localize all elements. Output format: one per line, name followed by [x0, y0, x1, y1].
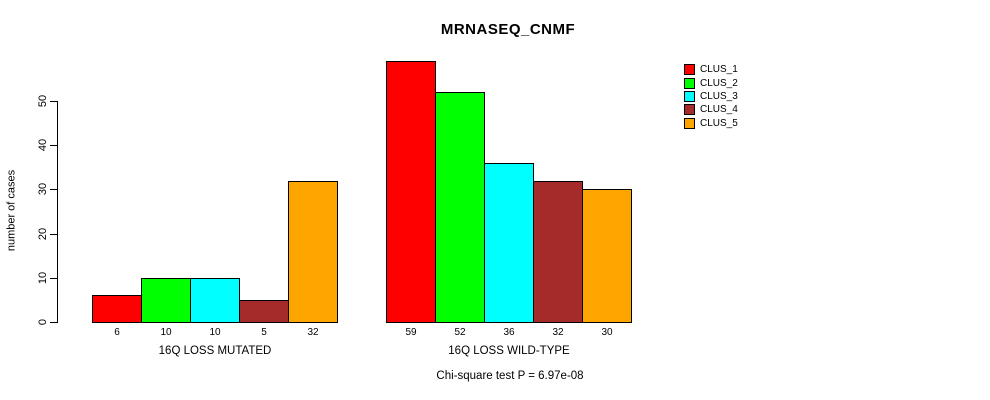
- bar-value-label: 10: [160, 327, 172, 338]
- bar-value-label: 59: [405, 327, 417, 338]
- y-tick-mark: [50, 322, 57, 323]
- bar-clus_2-group2: [435, 92, 485, 323]
- legend-item-clus_2: CLUS_2: [684, 76, 738, 89]
- y-tick-mark: [50, 189, 57, 190]
- bar-clus_1-group2: [386, 61, 436, 323]
- y-tick-mark: [50, 101, 57, 102]
- bar-clus_1-group1: [92, 295, 142, 323]
- bar-value-label: 32: [307, 327, 319, 338]
- y-tick-label: 0: [37, 318, 49, 326]
- bar-clus_4-group2: [533, 181, 583, 323]
- legend-item-clus_5: CLUS_5: [684, 117, 738, 130]
- chart-title: MRNASEQ_CNMF: [440, 21, 576, 38]
- legend-item-clus_3: CLUS_3: [684, 90, 738, 103]
- bar-value-label: 30: [601, 327, 613, 338]
- legend: CLUS_1 CLUS_2 CLUS_3 CLUS_4 CLUS_5: [684, 63, 738, 130]
- y-axis-line: [57, 101, 58, 323]
- bar-clus_3-group2: [484, 163, 534, 323]
- y-tick-label: 50: [37, 94, 49, 108]
- y-tick-mark: [50, 278, 57, 279]
- legend-label: CLUS_5: [700, 117, 738, 129]
- legend-swatch-icon: [684, 64, 695, 76]
- bar-clus_5-group2: [582, 189, 632, 323]
- legend-swatch-icon: [684, 77, 695, 89]
- bar-value-label: 36: [503, 327, 515, 338]
- legend-swatch-icon: [684, 104, 695, 116]
- legend-label: CLUS_1: [700, 64, 738, 76]
- bar-clus_4-group1: [239, 300, 289, 323]
- y-tick-label: 10: [37, 271, 49, 285]
- legend-swatch-icon: [684, 90, 695, 102]
- y-tick-label: 40: [37, 138, 49, 152]
- bar-value-label: 32: [552, 327, 564, 338]
- bar-value-label: 6: [114, 327, 120, 338]
- chi-square-note: Chi-square test P = 6.97e-08: [436, 370, 584, 382]
- legend-label: CLUS_4: [700, 104, 738, 116]
- legend-item-clus_1: CLUS_1: [684, 63, 738, 76]
- y-tick-mark: [50, 234, 57, 235]
- y-tick-mark: [50, 145, 57, 146]
- legend-item-clus_4: CLUS_4: [684, 103, 738, 116]
- legend-swatch-icon: [684, 117, 695, 129]
- bar-clus_3-group1: [190, 278, 240, 323]
- bar-clus_2-group1: [141, 278, 191, 323]
- bar-clus_5-group1: [288, 181, 338, 323]
- legend-label: CLUS_3: [700, 90, 738, 102]
- y-tick-label: 30: [37, 182, 49, 196]
- y-axis-label: number of cases: [5, 169, 18, 252]
- y-tick-label: 20: [37, 227, 49, 241]
- bar-value-label: 52: [454, 327, 466, 338]
- legend-label: CLUS_2: [700, 77, 738, 89]
- group-label: 16Q LOSS MUTATED: [158, 345, 272, 357]
- group-label: 16Q LOSS WILD-TYPE: [448, 345, 570, 357]
- bar-value-label: 5: [261, 327, 267, 338]
- bar-value-label: 10: [209, 327, 221, 338]
